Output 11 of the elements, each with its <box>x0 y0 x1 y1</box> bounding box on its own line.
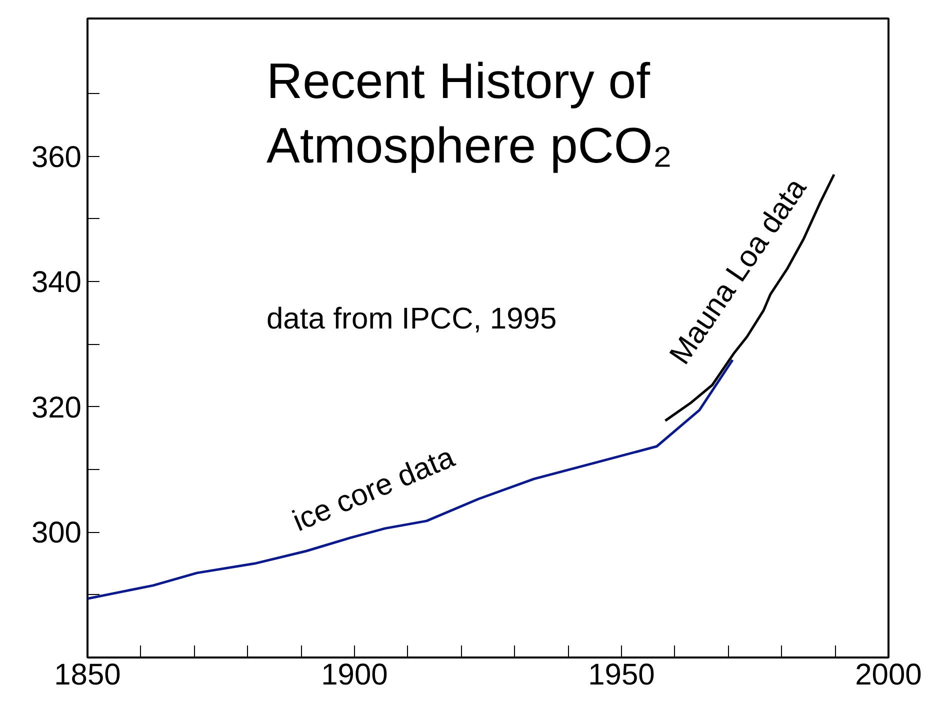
x-tick-label: 2000 <box>855 658 922 692</box>
y-tick-label: 300 <box>31 516 82 550</box>
y-tick-label: 360 <box>31 140 82 174</box>
text: ice core data <box>288 440 460 538</box>
x-tick-label: 1900 <box>321 658 388 692</box>
x-tick-label: 1850 <box>54 658 121 692</box>
x-tick-label: 1950 <box>588 658 655 692</box>
y-tick-label: 320 <box>31 391 82 424</box>
y-tick-label: 340 <box>31 266 82 300</box>
annotation: data from IPCC, 1995 <box>266 302 557 336</box>
text: Recent History of Atmosphere pCO₂ <box>266 53 672 174</box>
